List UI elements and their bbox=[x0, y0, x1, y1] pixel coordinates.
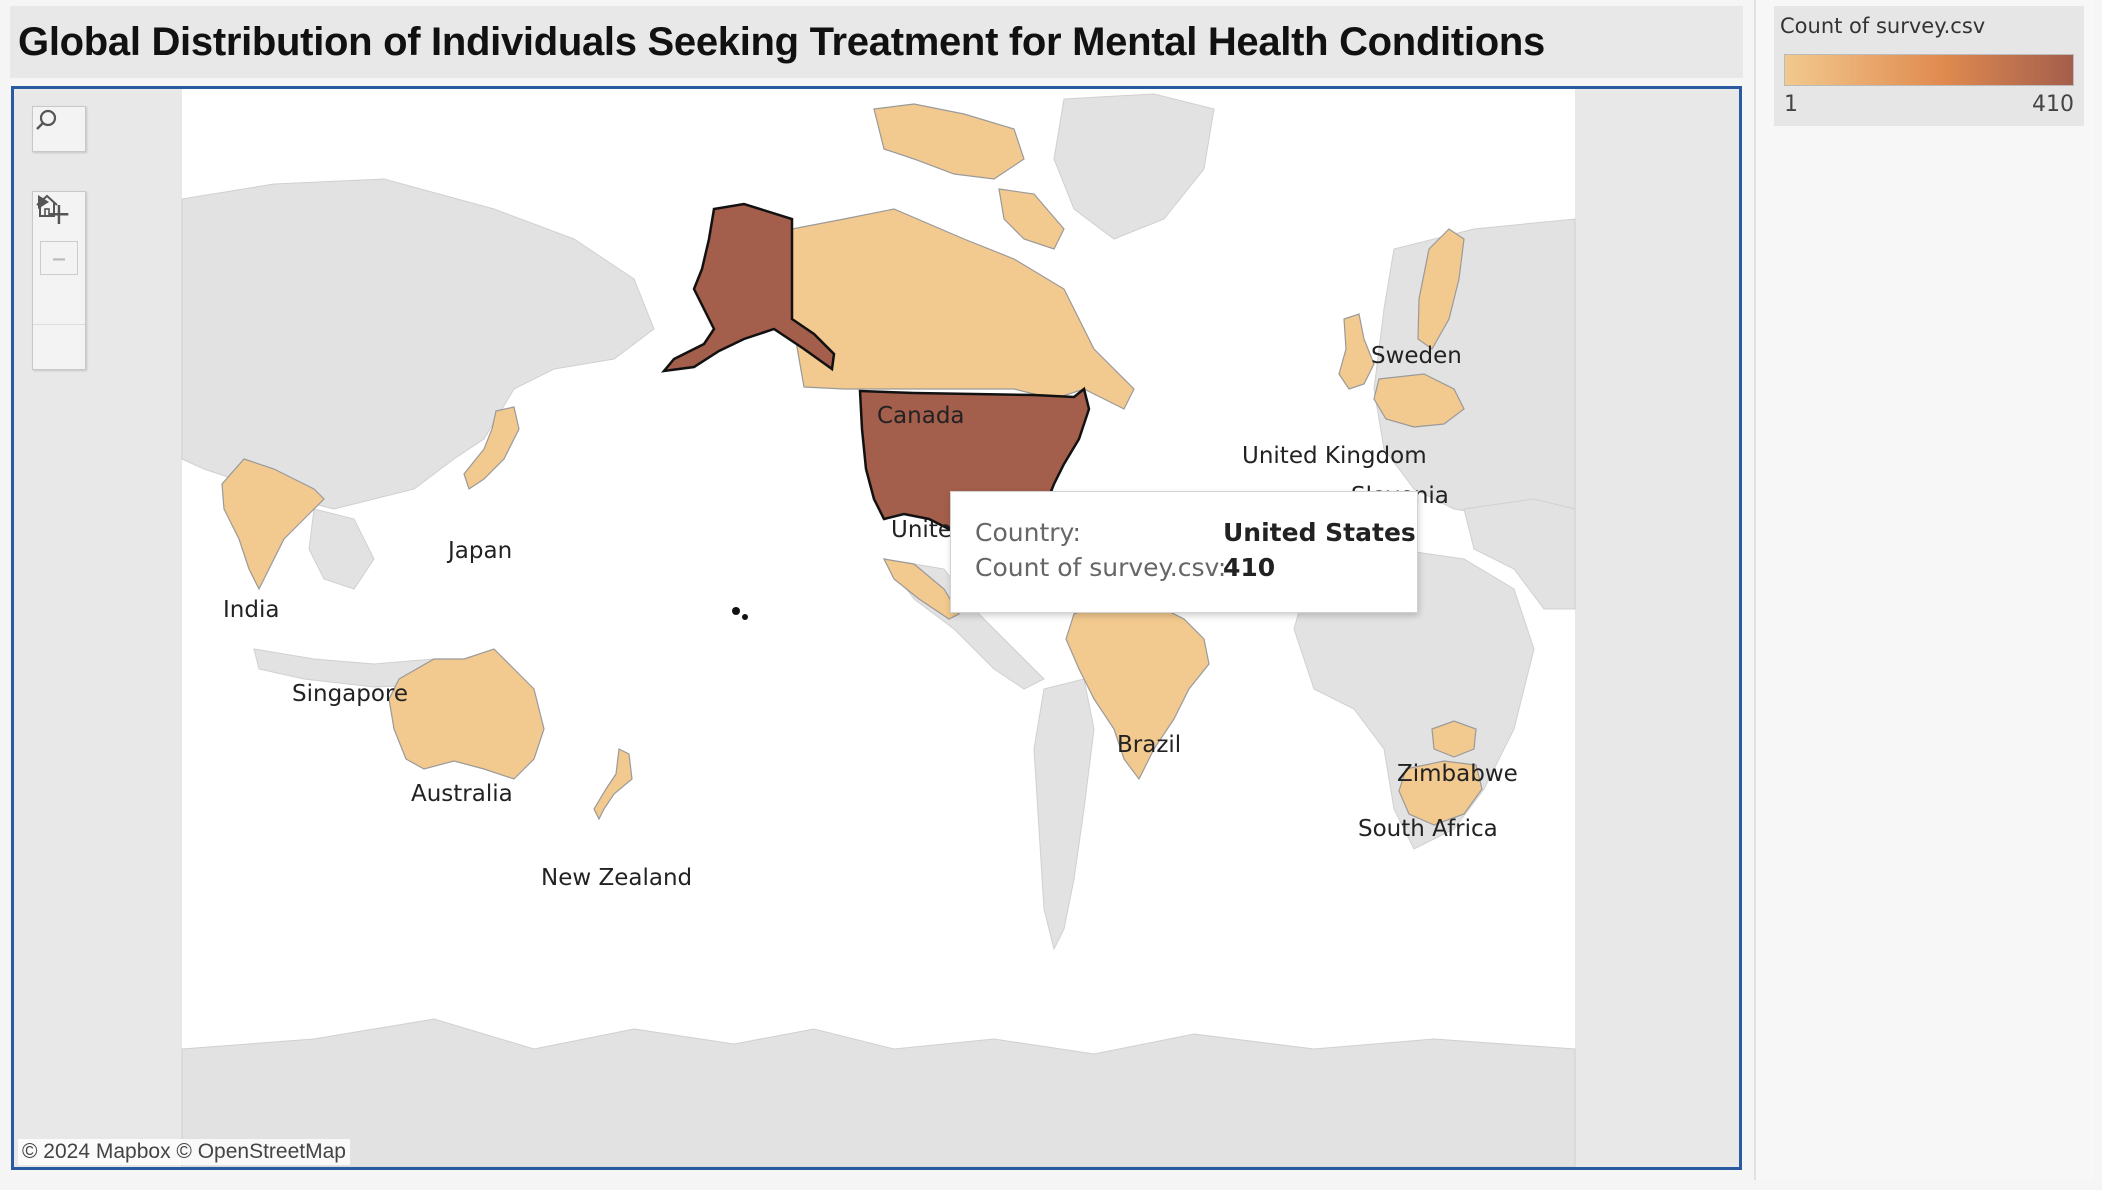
country-south-africa[interactable] bbox=[1398, 760, 1483, 826]
legend-panel: Count of survey.csv 1 410 bbox=[1754, 0, 2094, 1180]
tooltip: Country: United States Count of survey.c… bbox=[950, 491, 1418, 613]
tooltip-count-key: Count of survey.csv: bbox=[975, 553, 1227, 582]
legend-min-value: 1 bbox=[1784, 92, 1798, 117]
map-view[interactable]: Canada United States United Kingdom Swed… bbox=[11, 86, 1742, 1170]
label-zimbabwe: Zimbabwe bbox=[1397, 761, 1518, 787]
page-title: Global Distribution of Individuals Seeki… bbox=[18, 19, 1545, 64]
tooltip-country-key: Country: bbox=[975, 518, 1081, 547]
label-australia: Australia bbox=[411, 781, 513, 807]
country-canada[interactable] bbox=[791, 208, 1135, 410]
map-zoom-controls[interactable]: + – bbox=[32, 191, 86, 370]
country-japan[interactable] bbox=[463, 406, 520, 490]
country-slovenia[interactable] bbox=[1373, 373, 1465, 428]
tooltip-count-value: 410 bbox=[1223, 553, 1276, 582]
label-brazil: Brazil bbox=[1117, 732, 1181, 758]
legend-title: Count of survey.csv bbox=[1780, 14, 1986, 38]
zoom-in-button[interactable]: + bbox=[33, 192, 85, 236]
legend-color-ramp bbox=[1784, 54, 2074, 86]
map-canvas[interactable]: Canada United States United Kingdom Swed… bbox=[14, 89, 1739, 1167]
country-new-zealand[interactable] bbox=[593, 748, 633, 821]
color-legend[interactable]: Count of survey.csv 1 410 bbox=[1774, 6, 2084, 126]
label-united-kingdom: United Kingdom bbox=[1242, 443, 1427, 469]
country-sweden[interactable] bbox=[1417, 228, 1465, 350]
tooltip-country-row: Country: United States bbox=[975, 518, 1416, 547]
world-map[interactable]: Canada United States United Kingdom Swed… bbox=[14, 89, 1739, 1167]
search-button[interactable] bbox=[33, 107, 85, 151]
zoom-out-icon: – bbox=[40, 241, 78, 276]
label-new-zealand: New Zealand bbox=[541, 865, 692, 891]
tooltip-country-value: United States bbox=[1223, 518, 1416, 547]
hawaii-island bbox=[732, 607, 740, 615]
hawaii-island bbox=[742, 614, 748, 620]
search-icon bbox=[36, 109, 57, 130]
zoom-out-button[interactable]: – bbox=[33, 236, 85, 280]
map-attribution[interactable]: © 2024 Mapbox © OpenStreetMap bbox=[18, 1139, 350, 1165]
label-canada: Canada bbox=[877, 403, 965, 429]
label-sweden: Sweden bbox=[1371, 343, 1462, 369]
tooltip-count-row: Count of survey.csv: 410 bbox=[975, 553, 1275, 582]
zoom-in-icon: + bbox=[46, 196, 72, 232]
country-united-kingdom[interactable] bbox=[1338, 313, 1375, 390]
label-singapore: Singapore bbox=[292, 681, 408, 707]
title-bar: Global Distribution of Individuals Seeki… bbox=[10, 6, 1743, 78]
country-zimbabwe[interactable] bbox=[1431, 720, 1477, 758]
label-japan: Japan bbox=[446, 538, 512, 564]
map-search-control[interactable] bbox=[32, 106, 86, 152]
legend-max-value: 410 bbox=[2032, 92, 2074, 117]
country-india[interactable] bbox=[221, 458, 325, 591]
label-south-africa: South Africa bbox=[1358, 816, 1498, 842]
home-button[interactable] bbox=[33, 194, 85, 324]
play-button[interactable] bbox=[33, 195, 85, 369]
label-india: India bbox=[223, 597, 279, 623]
play-icon bbox=[38, 195, 49, 209]
country-united-states-alaska[interactable] bbox=[660, 202, 836, 373]
country-australia[interactable] bbox=[388, 648, 545, 780]
